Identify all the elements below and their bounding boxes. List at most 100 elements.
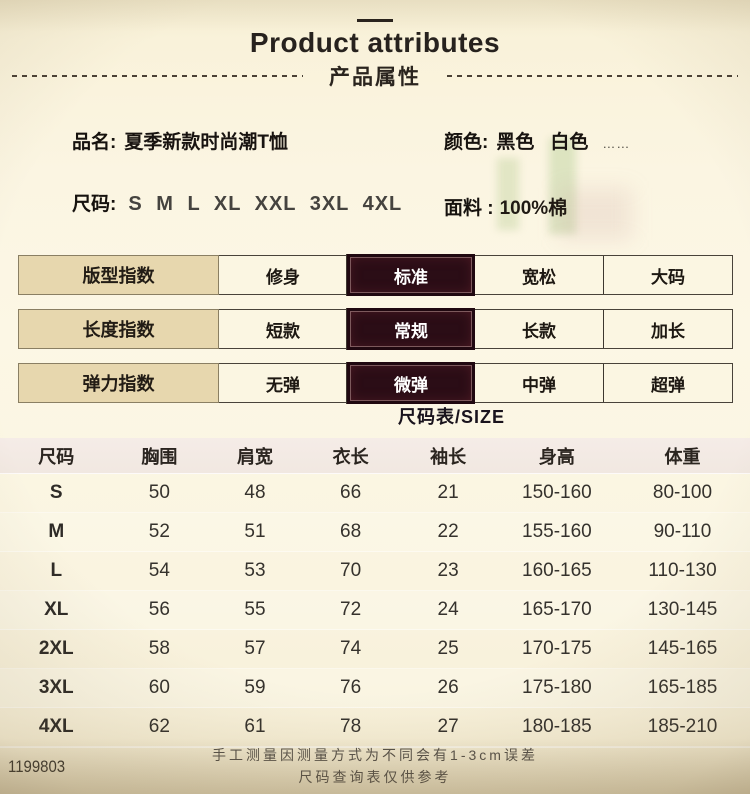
- cell-weight: 145-165: [647, 638, 718, 659]
- cell-shoulder: 53: [244, 560, 266, 581]
- cell-shoulder: 51: [244, 521, 266, 542]
- cell-shoulder: 59: [244, 677, 266, 698]
- col-header-height: 身高: [538, 446, 575, 467]
- table-row: XL 56 55 72 24 165-170 130-145: [0, 591, 750, 630]
- cell-shoulder: 48: [244, 482, 266, 503]
- cell-weight: 90-110: [653, 521, 712, 542]
- cell-length: 66: [340, 482, 362, 503]
- product-size-row: 尺码: S M L XL XXL 3XL 4XL: [72, 189, 402, 216]
- cell-length: 78: [340, 716, 362, 737]
- cell-sleeve: 24: [437, 599, 459, 620]
- cell-size: 2XL: [38, 638, 74, 659]
- col-header-weight: 体重: [664, 446, 701, 467]
- product-name-row: 品名: 夏季新款时尚潮T恤: [72, 127, 288, 154]
- product-name-value: 夏季新款时尚潮T恤: [124, 132, 288, 153]
- length-option-regular-selected: 常规: [346, 308, 475, 350]
- col-header-sleeve: 袖长: [430, 446, 467, 467]
- cell-weight: 165-185: [647, 677, 718, 698]
- length-option-long: 长款: [474, 310, 603, 348]
- page-title: Product attributes: [249, 27, 501, 58]
- color-ellipsis: ……: [602, 136, 631, 151]
- table-row: S 50 48 66 21 150-160 80-100: [0, 474, 750, 513]
- top-accent-line: [357, 19, 393, 22]
- stretch-option-slight-selected: 微弹: [346, 362, 475, 404]
- cell-size: L: [50, 560, 63, 581]
- product-size-label: 尺码:: [72, 194, 117, 215]
- cell-size: M: [48, 521, 65, 542]
- length-option-extended: 加长: [603, 310, 732, 348]
- cell-size: 4XL: [38, 716, 74, 737]
- table-row: 3XL 60 59 76 26 175-180 165-185: [0, 669, 750, 708]
- subtitle-row: 产品属性: [12, 61, 738, 91]
- stretch-index-options: 无弹 微弹 中弹 超弹: [219, 362, 733, 404]
- cell-chest: 56: [148, 599, 170, 620]
- fit-option-slim: 修身: [266, 267, 300, 287]
- size-table: 尺码 胸围 肩宽 衣长 袖长 身高 体重 S 50 48 66 21 150-1…: [0, 438, 750, 747]
- stretch-option-medium: 中弹: [474, 364, 603, 402]
- length-option-short: 短款: [266, 321, 300, 341]
- cell-weight: 185-210: [647, 716, 718, 737]
- measurement-note-line2: 尺码查询表仅供参考: [298, 769, 452, 785]
- cell-length: 68: [340, 521, 362, 542]
- table-row: 4XL 62 61 78 27 180-185 185-210: [0, 708, 750, 747]
- product-fabric-row: 面料 : 100%棉: [444, 193, 567, 220]
- table-row: M 52 51 68 22 155-160 90-110: [0, 513, 750, 552]
- cell-shoulder: 57: [244, 638, 266, 659]
- length-index-label: 长度指数: [18, 309, 219, 349]
- cell-shoulder: 61: [244, 716, 266, 737]
- length-index-options: 短款 常规 长款 加长: [219, 308, 733, 350]
- cell-length: 76: [340, 677, 362, 698]
- cell-sleeve: 26: [437, 677, 459, 698]
- cell-size: S: [49, 482, 63, 503]
- attribute-index-bars: 版型指数 修身 标准 宽松 大码 长度指数 短款 常规 长款 加长 弹力指数 无…: [18, 254, 733, 417]
- cell-chest: 52: [148, 521, 170, 542]
- col-header-size: 尺码: [38, 446, 75, 467]
- product-name-label: 品名:: [72, 132, 117, 153]
- dashed-divider-left: [12, 75, 303, 77]
- cell-size: 3XL: [38, 677, 74, 698]
- stretch-index-label: 弹力指数: [18, 363, 219, 403]
- cell-weight: 110-130: [648, 560, 717, 581]
- cell-height: 175-180: [522, 677, 592, 698]
- footer-item-code: 1199803: [8, 757, 66, 776]
- cell-sleeve: 21: [437, 482, 459, 503]
- col-header-shoulder: 肩宽: [237, 446, 273, 467]
- cell-chest: 62: [148, 716, 170, 737]
- fit-option-plus: 大码: [603, 256, 732, 294]
- cell-sleeve: 23: [437, 560, 459, 581]
- product-color-label: 颜色:: [444, 132, 489, 153]
- measurement-note: 手工测量因测量方式为不同会有1-3cm误差 尺码查询表仅供参考: [0, 744, 750, 788]
- product-color-white: 白色: [550, 132, 589, 153]
- cell-weight: 130-145: [647, 599, 718, 620]
- product-fabric-value: 100%棉: [499, 198, 568, 219]
- cell-chest: 54: [148, 560, 170, 581]
- product-size-value: S M L XL XXL 3XL 4XL: [128, 193, 403, 215]
- cell-height: 155-160: [522, 521, 592, 542]
- cell-length: 74: [340, 638, 362, 659]
- pink-watermark-blob: [558, 188, 632, 240]
- cell-chest: 50: [148, 482, 170, 503]
- product-color-row: 颜色: 黑色 白色 ……: [444, 127, 630, 154]
- cell-height: 150-160: [522, 482, 592, 503]
- cell-height: 165-170: [522, 599, 592, 620]
- fit-index-label: 版型指数: [18, 255, 219, 295]
- dashed-divider-right: [447, 75, 738, 77]
- cell-shoulder: 55: [244, 599, 266, 620]
- cell-sleeve: 27: [437, 716, 459, 737]
- fit-option-standard-selected: 标准: [346, 254, 475, 296]
- cell-height: 180-185: [522, 716, 592, 737]
- stretch-option-super: 超弹: [603, 364, 732, 402]
- cell-sleeve: 25: [437, 638, 459, 659]
- footer-divider: [0, 747, 750, 748]
- cell-weight: 80-100: [652, 482, 713, 503]
- measurement-note-line1: 手工测量因测量方式为不同会有1-3cm误差: [212, 747, 538, 763]
- table-row: 2XL 58 57 74 25 170-175 145-165: [0, 630, 750, 669]
- table-row: L 54 53 70 23 160-165 110-130: [0, 552, 750, 591]
- stretch-index-bar: 弹力指数 无弹 微弹 中弹 超弹: [18, 362, 733, 404]
- col-header-length: 衣长: [332, 446, 369, 467]
- cell-sleeve: 22: [437, 521, 459, 542]
- col-header-chest: 胸围: [141, 446, 178, 467]
- fit-index-options: 修身 标准 宽松 大码: [219, 254, 733, 296]
- cell-length: 72: [340, 599, 362, 620]
- cell-length: 70: [340, 560, 362, 581]
